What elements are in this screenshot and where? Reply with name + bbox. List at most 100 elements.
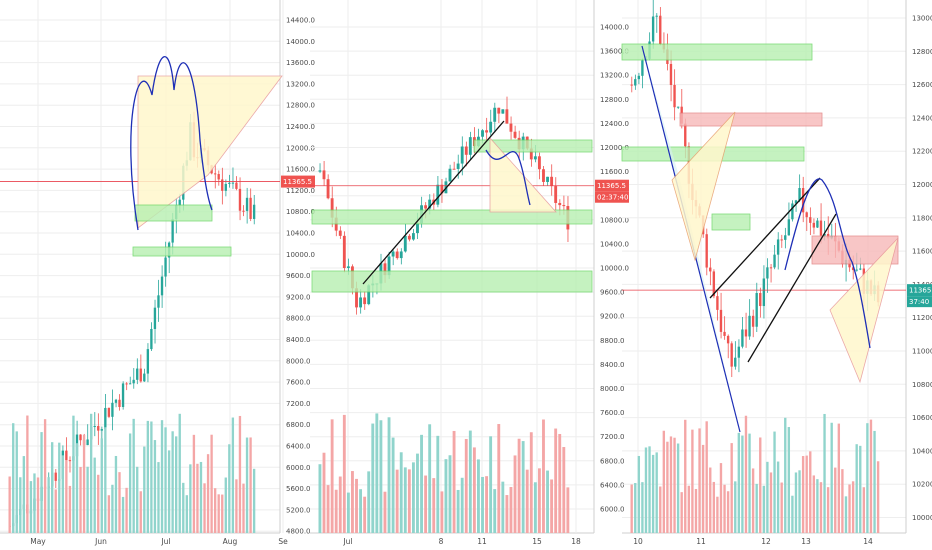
volume-bar xyxy=(726,491,730,533)
candle-body xyxy=(529,148,533,160)
volume-bar xyxy=(359,489,363,533)
candle-body xyxy=(823,233,826,236)
volume-bar xyxy=(436,435,440,533)
volume-bar xyxy=(387,417,391,533)
candle-body xyxy=(748,315,751,337)
volume-bar xyxy=(189,464,192,533)
candle-body xyxy=(97,426,100,431)
candle-body xyxy=(489,121,493,133)
candle-body xyxy=(712,271,716,297)
resistance-zone xyxy=(473,139,593,153)
volume-bar xyxy=(737,432,741,533)
volume-bar xyxy=(477,459,480,533)
last-price-label: 11365.5 xyxy=(909,287,932,295)
volume-bar xyxy=(701,444,705,533)
volume-bar xyxy=(791,495,794,533)
candle-body xyxy=(460,146,464,164)
candle-body xyxy=(851,267,855,271)
volume-bar xyxy=(834,467,837,533)
candle-body xyxy=(326,179,330,199)
volume-bar xyxy=(86,466,89,533)
volume-bar xyxy=(855,444,858,533)
x-tick-label: 18 xyxy=(571,537,581,546)
volume-bar xyxy=(185,495,188,533)
y-tick-label: 13600.0 xyxy=(600,48,629,56)
volume-bar xyxy=(651,454,655,533)
last-price-label: 11365.5 xyxy=(283,178,312,186)
support-zone-lower xyxy=(311,270,593,293)
volume-bar xyxy=(146,420,150,533)
volume-bar xyxy=(485,476,489,533)
candle-body xyxy=(160,276,164,296)
candle-body xyxy=(436,184,440,205)
y-tick-label: 9200.0 xyxy=(286,293,311,301)
volume-bar xyxy=(876,461,880,533)
candle-body xyxy=(448,168,452,182)
x-tick-label: Jul xyxy=(342,537,352,546)
volume-bar xyxy=(751,468,755,533)
yellow-triangle xyxy=(137,75,283,229)
volume-bar xyxy=(655,452,658,533)
volume-bar xyxy=(513,455,517,533)
y-tick-label: 13200.0 xyxy=(600,72,629,80)
candle-body xyxy=(755,293,758,327)
candle-body xyxy=(235,182,238,189)
candle-body xyxy=(533,156,537,160)
y-tick-label: 9600.0 xyxy=(286,272,311,280)
volume-bar xyxy=(669,436,673,533)
volume-bar xyxy=(481,476,484,533)
candle-body xyxy=(54,472,57,481)
candle-body xyxy=(684,123,687,147)
volume-bar xyxy=(346,492,350,533)
volume-bar xyxy=(338,476,342,533)
candle-body xyxy=(464,146,468,155)
support-zone-upper xyxy=(311,209,593,225)
countdown-badge xyxy=(595,191,629,203)
candle-body xyxy=(485,130,489,133)
volume-bar xyxy=(97,474,100,533)
candle-body xyxy=(726,335,730,344)
y-tick-label: 12400.0 xyxy=(912,114,932,122)
volume-bar xyxy=(630,484,633,533)
volume-bar xyxy=(873,430,876,533)
volume-bar xyxy=(784,417,787,533)
volume-bar xyxy=(143,446,146,533)
candle-body xyxy=(730,343,733,367)
candle-body xyxy=(217,174,220,180)
candle-body xyxy=(359,297,363,308)
volume-bar xyxy=(79,466,82,533)
volume-bar xyxy=(235,479,238,533)
candle-body xyxy=(383,263,387,276)
x-tick-label: 13 xyxy=(801,537,811,546)
candle-body xyxy=(111,402,114,417)
candle-body xyxy=(669,63,673,85)
candle-body xyxy=(554,186,558,203)
rising-wedge-top xyxy=(709,177,821,299)
volume-bar xyxy=(673,437,676,533)
y-tick-label: 12800.0 xyxy=(286,102,315,110)
y-tick-label: 13200.0 xyxy=(286,80,315,88)
volume-bar xyxy=(182,482,185,533)
triangle-left xyxy=(671,111,736,262)
volume-bar xyxy=(40,432,43,533)
candle-body xyxy=(794,200,798,204)
volume-bar xyxy=(8,476,11,533)
support-zone-2 xyxy=(132,246,232,257)
volume-bar xyxy=(36,477,40,533)
volume-bar xyxy=(104,427,107,533)
y-tick-label: 4800.0 xyxy=(286,528,311,536)
candle-body xyxy=(242,210,245,212)
candle-body xyxy=(630,84,633,86)
rising-wedge-bottom xyxy=(747,213,837,363)
volume-bar xyxy=(460,477,464,533)
y-tick-label: 14000.0 xyxy=(600,24,629,32)
volume-bar xyxy=(125,487,128,533)
candle-body xyxy=(798,188,801,201)
candle-body xyxy=(769,267,773,269)
candle-body xyxy=(766,267,769,279)
candle-body xyxy=(150,328,153,350)
volume-bar xyxy=(153,440,157,533)
y-tick-label: 7200.0 xyxy=(600,433,625,441)
candle-body xyxy=(855,269,858,271)
